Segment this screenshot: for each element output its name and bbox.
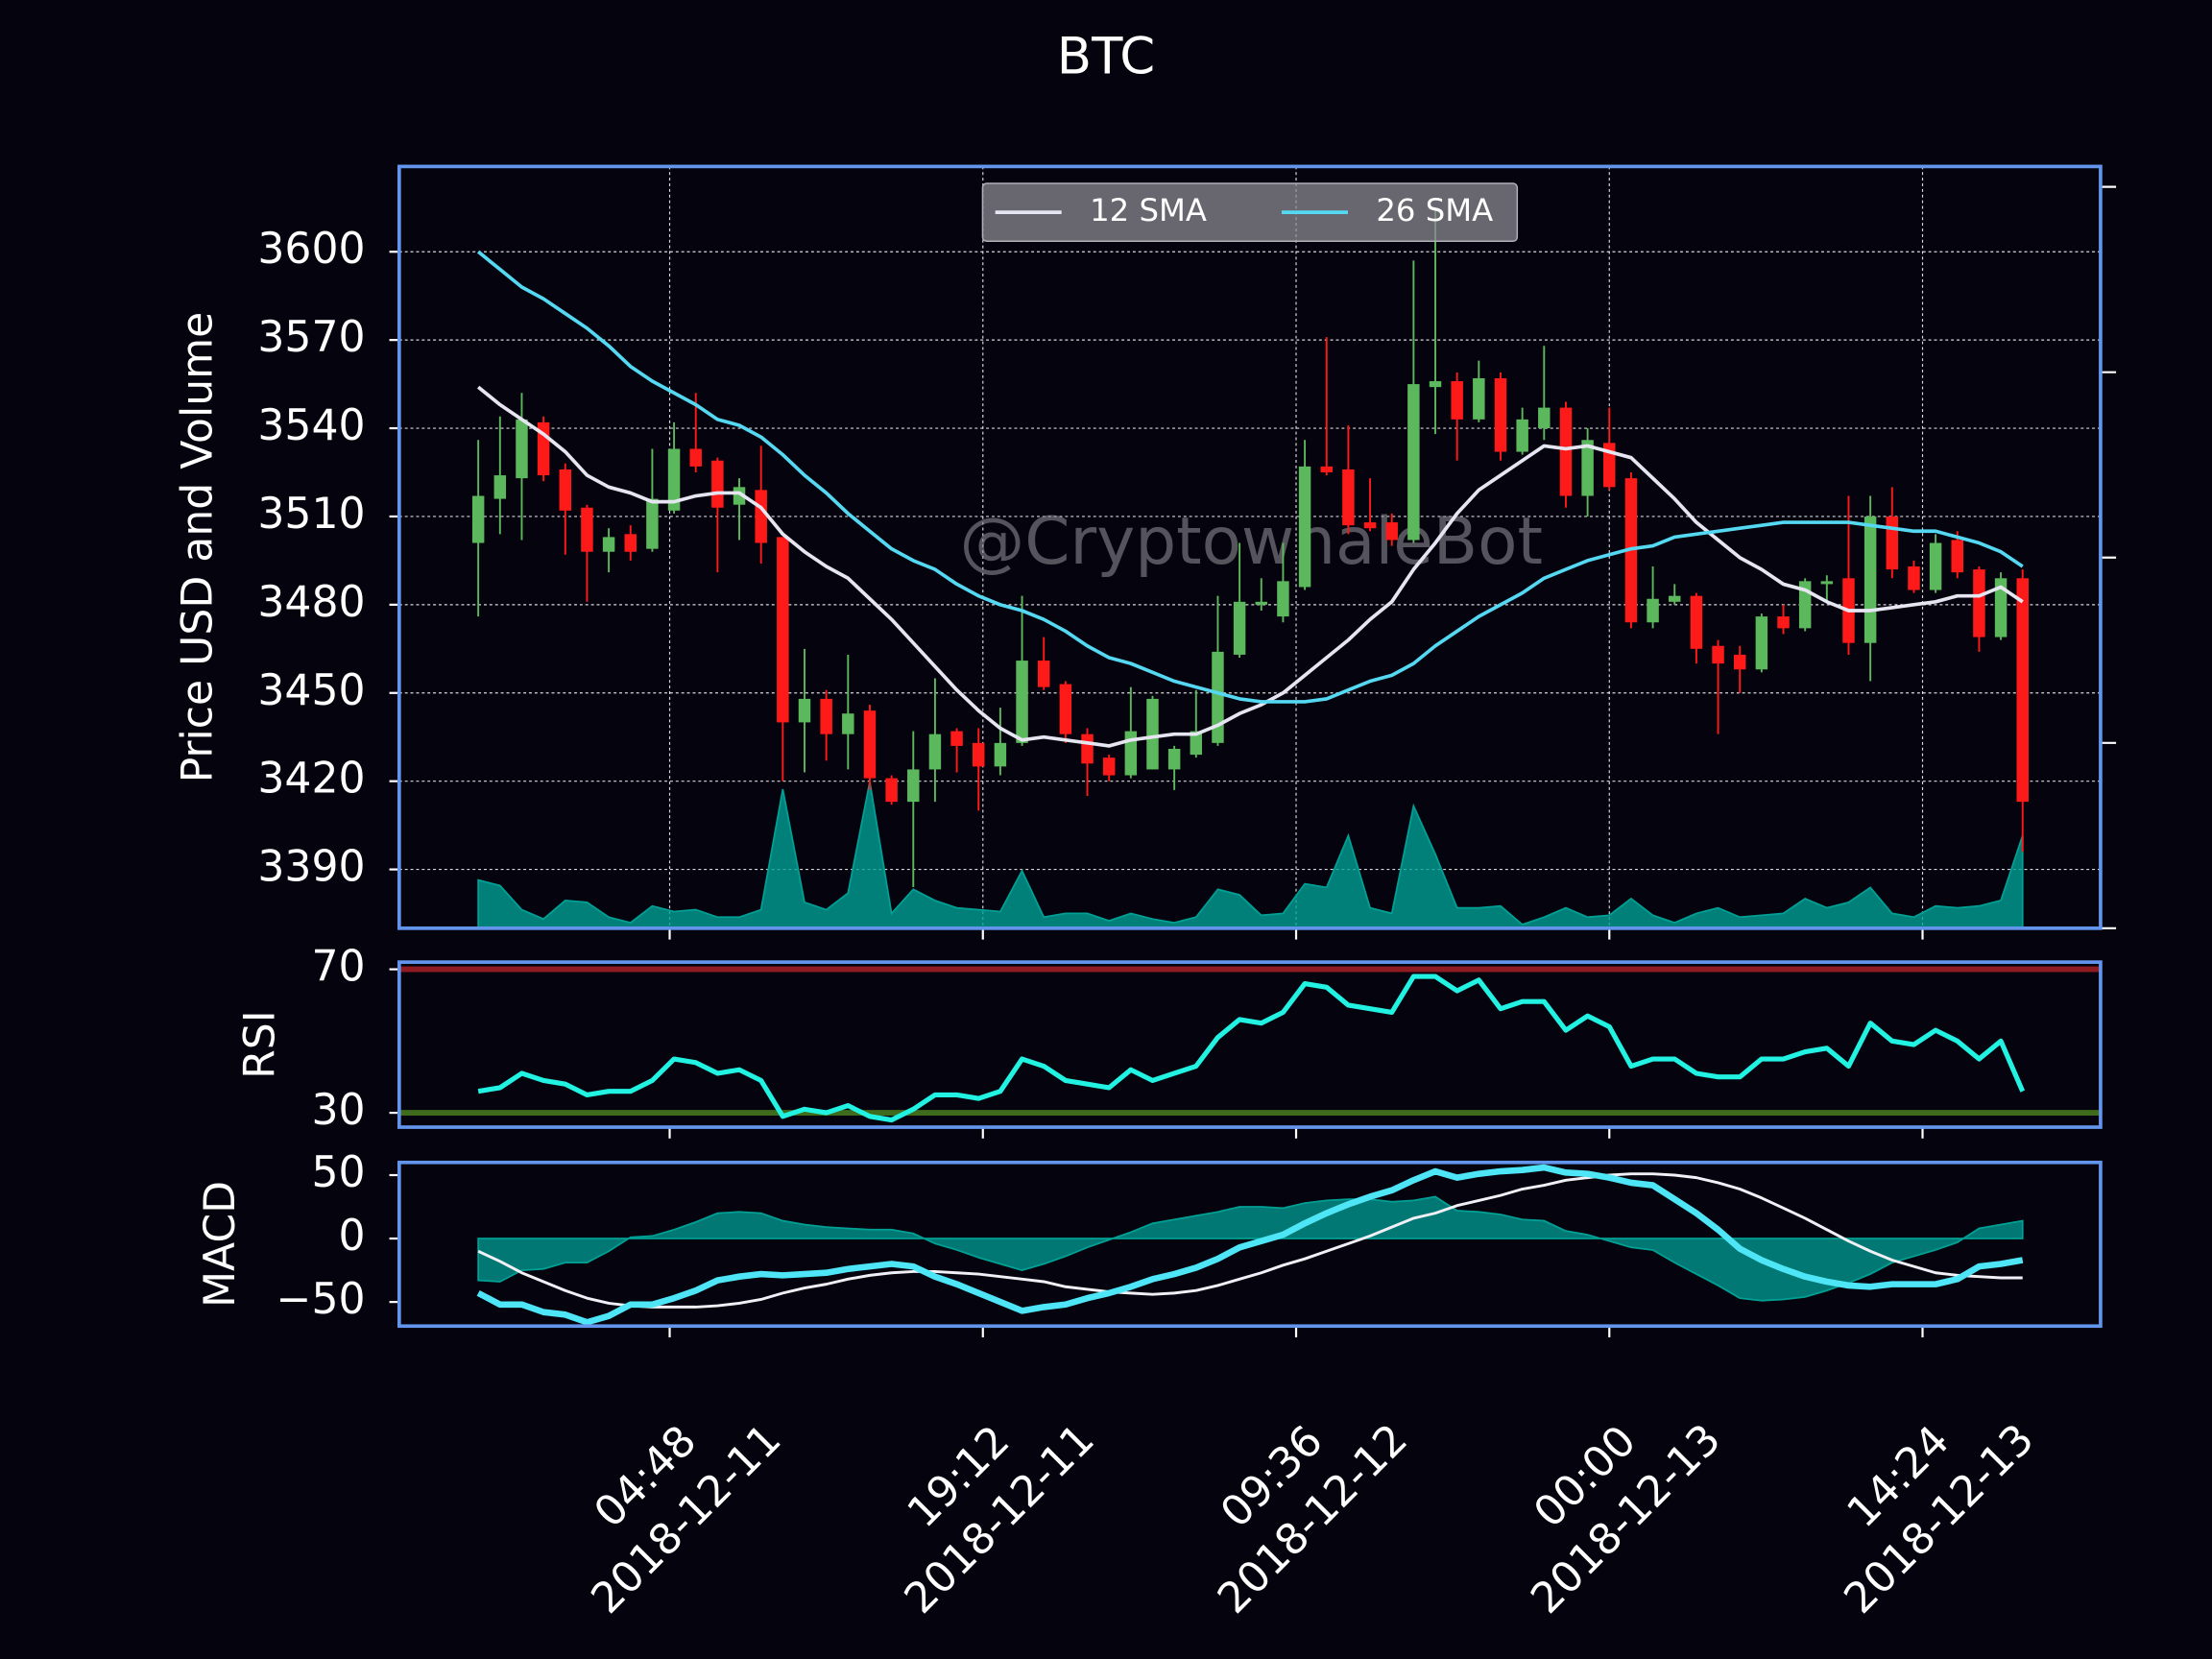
- watermark: @CryptowhaleBot: [960, 503, 1543, 579]
- panel-frame: [397, 164, 2103, 930]
- rsi-line: [477, 974, 2026, 1123]
- candle-body: [1385, 522, 1398, 541]
- candle-body: [1081, 733, 1094, 764]
- candle-body: [863, 710, 877, 779]
- candle-body: [689, 448, 702, 467]
- y-tick-label: 3480: [257, 578, 365, 627]
- sma-line: [476, 385, 2024, 748]
- candle-body: [928, 733, 942, 770]
- candle-body: [1820, 581, 1834, 585]
- candle-body: [2016, 578, 2029, 803]
- candle-body: [1994, 578, 2008, 637]
- y-tick-label: 0: [339, 1212, 366, 1261]
- y-axis-label: MACD: [196, 1181, 245, 1308]
- y-tick-label: 30: [311, 1086, 365, 1135]
- panel-frame: [397, 1160, 2103, 1329]
- macd-line: [476, 1164, 2024, 1326]
- candle-body: [777, 537, 789, 723]
- candle-body: [471, 495, 485, 543]
- candle-body: [1190, 731, 1203, 756]
- candle-body: [1494, 377, 1507, 452]
- candle-body: [1016, 661, 1028, 743]
- y-axis-label: RSI: [235, 1010, 284, 1079]
- candle-body: [1647, 598, 1659, 623]
- candle-body: [1298, 466, 1311, 588]
- candle-body: [667, 448, 681, 511]
- candle-body: [994, 742, 1007, 767]
- candle-body: [907, 769, 920, 803]
- candle-body: [646, 498, 659, 549]
- candle-body: [1863, 516, 1877, 643]
- candle-body: [602, 537, 615, 552]
- y-tick-label: −50: [276, 1275, 366, 1324]
- candle-body: [798, 698, 811, 723]
- y-tick-label: 3600: [257, 225, 365, 274]
- legend-label: 26 SMA: [1376, 192, 1493, 228]
- candle-body: [1973, 569, 1985, 637]
- candle-body: [1929, 542, 1942, 590]
- panel-frame: [397, 960, 2103, 1129]
- candle-body: [1037, 661, 1050, 687]
- candle-body: [885, 778, 898, 803]
- y-tick-label: 3570: [257, 313, 365, 362]
- candle-body: [950, 731, 963, 746]
- signal-line: [477, 1172, 2023, 1309]
- y-tick-label: 3450: [257, 666, 365, 715]
- y-tick-label: 3510: [257, 490, 365, 539]
- candle-body: [1516, 419, 1528, 452]
- y-tick-label: 3540: [257, 401, 365, 450]
- candle-body: [1342, 469, 1355, 526]
- candle-body: [1733, 654, 1746, 670]
- candle-body: [1320, 466, 1333, 473]
- candle-body: [1451, 381, 1463, 420]
- candle-body: [1886, 516, 1899, 570]
- candle-body: [1429, 381, 1442, 388]
- candle-body: [1669, 595, 1681, 602]
- candle-body: [1538, 407, 1551, 429]
- candle-body: [516, 419, 528, 479]
- candle-body: [1255, 601, 1268, 605]
- candle-body: [1233, 601, 1246, 655]
- candle-body: [973, 742, 985, 767]
- chart-title: BTC: [1057, 27, 1155, 85]
- candle-body: [1559, 407, 1573, 496]
- candle-body: [1277, 581, 1289, 617]
- candle-body: [559, 469, 572, 511]
- candle-body: [1102, 757, 1116, 776]
- candle-body: [1777, 616, 1790, 629]
- candle-body: [711, 460, 724, 508]
- candle-body: [1167, 748, 1181, 770]
- candle-body: [1059, 684, 1072, 734]
- legend-box: [981, 182, 1519, 243]
- volume-area: [477, 781, 2024, 929]
- candle-body: [755, 490, 767, 543]
- y-axis-label: Price USD and Volume: [174, 312, 223, 783]
- candle-body: [1473, 377, 1485, 420]
- y-tick-label: 3420: [257, 755, 365, 804]
- sma-line: [476, 250, 2024, 704]
- candle-body: [1690, 595, 1703, 649]
- candle-body: [1407, 384, 1420, 541]
- candle-body: [624, 534, 637, 552]
- candle-body: [1363, 522, 1377, 529]
- y-tick-label: 50: [311, 1148, 365, 1197]
- candle-body: [1951, 540, 1963, 573]
- candle-body: [493, 475, 507, 499]
- y-tick-label: 70: [311, 943, 365, 992]
- candle-body: [1212, 651, 1224, 743]
- y-tick-label: 3390: [257, 843, 365, 892]
- candle-body: [820, 698, 832, 734]
- candle-body: [1712, 645, 1724, 664]
- candle-body: [581, 507, 593, 552]
- candle-body: [1581, 440, 1594, 496]
- candle-body: [842, 713, 854, 734]
- legend-label: 12 SMA: [1090, 192, 1207, 228]
- macd-histogram: [477, 1195, 2024, 1302]
- candle-body: [1146, 698, 1159, 770]
- candle-body: [1908, 566, 1920, 590]
- candle-body: [1755, 616, 1768, 670]
